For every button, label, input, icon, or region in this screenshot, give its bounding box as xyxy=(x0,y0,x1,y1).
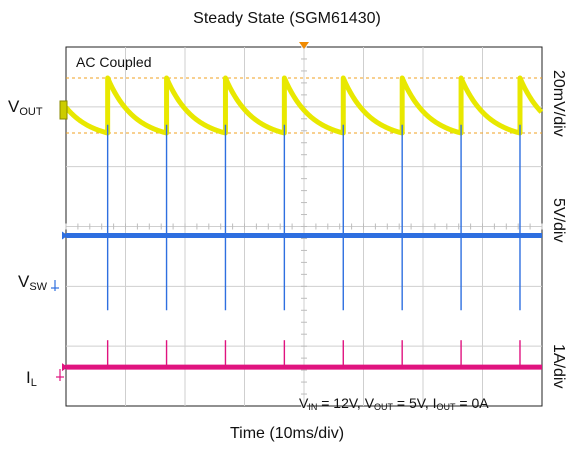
coupling-label: AC Coupled xyxy=(76,54,152,70)
vsw-ref-marker xyxy=(62,231,68,240)
il-label-sub: L xyxy=(30,377,37,389)
vsw-label-sub: SW xyxy=(29,281,48,293)
vout-label-main: V xyxy=(8,97,20,116)
vin-value: = 12V, xyxy=(317,395,365,411)
il-channel-label: IL xyxy=(26,368,37,389)
vout-cond-value: = 5V, xyxy=(393,395,433,411)
conditions-annotation: VIN = 12V, VOUT = 5V, IOUT = 0A xyxy=(299,395,489,412)
vout-ground-marker xyxy=(59,100,68,120)
vsw-channel-label: VSW xyxy=(18,272,47,293)
iout-value: = 0A xyxy=(455,395,489,411)
iout-main: I xyxy=(432,395,437,411)
chart-title: Steady State (SGM61430) xyxy=(193,10,381,27)
vout-cond-main: V xyxy=(364,395,375,411)
vout-label-sub: OUT xyxy=(19,106,43,118)
vin-main: V xyxy=(299,395,309,411)
iout-sub: OUT xyxy=(436,402,456,412)
trigger-marker xyxy=(299,42,309,49)
vin-sub: IN xyxy=(308,402,318,412)
il-scale-label: 1A/div xyxy=(550,344,567,389)
x-axis-label: Time (10ms/div) xyxy=(229,425,345,442)
il-label-main: I xyxy=(26,368,31,387)
vout-trace xyxy=(64,75,544,136)
vout-channel-label: VOUT xyxy=(8,97,43,118)
vsw-label-main: V xyxy=(18,272,30,291)
vsw-scale-label: 5V/div xyxy=(550,198,567,243)
vout-scale-label: 20mV/div xyxy=(550,70,567,137)
vout-cond-sub: OUT xyxy=(374,402,394,412)
il-ref-marker xyxy=(62,363,68,372)
